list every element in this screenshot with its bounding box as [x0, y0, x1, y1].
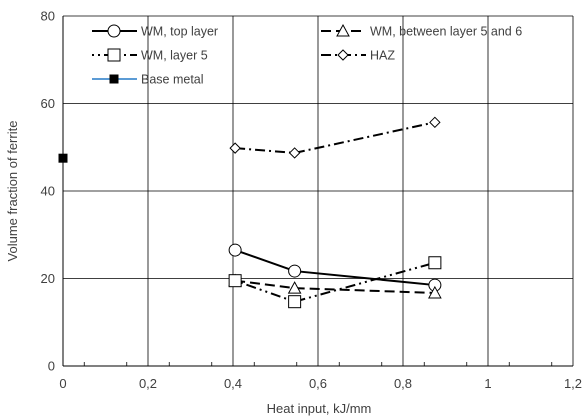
square-marker [428, 256, 442, 270]
diamond-marker [429, 116, 441, 129]
legend: WM, top layer WM, between layer 5 and 6 WM… [92, 23, 522, 87]
series-2 [228, 256, 442, 309]
series-3 [229, 116, 441, 159]
x-tick-label: 0 [59, 376, 66, 391]
x-tick-label: 0,4 [224, 376, 242, 391]
axes [62, 16, 573, 367]
series-group [58, 116, 442, 309]
series-4 [58, 153, 68, 163]
legend-label: WM, between layer 5 and 6 [370, 25, 522, 39]
y-axis-label: Volume fraction of ferrite [5, 121, 20, 262]
circle-marker [228, 243, 242, 257]
x-tick-label: 0,8 [394, 376, 412, 391]
square-marker [288, 295, 302, 309]
legend-label: Base metal [141, 73, 204, 87]
legend-item-1: WM, between layer 5 and 6 [321, 23, 522, 39]
y-tick-label: 60 [41, 96, 55, 111]
filled-square-marker [58, 153, 68, 163]
legend-item-4: Base metal [92, 73, 204, 87]
series-line [234, 249, 435, 287]
legend-label: HAZ [370, 49, 395, 63]
y-tick-label: 80 [41, 9, 55, 24]
triangle-marker [428, 285, 442, 299]
grid [63, 15, 574, 366]
x-tick-label: 0,2 [139, 376, 157, 391]
series-line [235, 121, 436, 154]
square-marker [107, 48, 121, 62]
tick-labels: 0 0,2 0,4 0,6 0,8 1 1,2 0 20 40 60 80 [41, 9, 582, 392]
y-tick-label: 20 [41, 271, 55, 286]
legend-label: WM, top layer [141, 25, 218, 39]
triangle-marker [336, 23, 350, 37]
square-marker [228, 274, 242, 288]
filled-square-marker [109, 74, 119, 84]
x-tick-label: 0,6 [309, 376, 327, 391]
diamond-marker [229, 142, 241, 154]
triangle-marker [287, 281, 302, 294]
x-axis-label: Heat input, kJ/mm [267, 401, 372, 416]
diamond-marker [337, 49, 349, 61]
x-tick-label: 1,2 [564, 376, 582, 391]
legend-item-2: WM, layer 5 [92, 48, 208, 63]
y-tick-label: 0 [48, 359, 55, 374]
series-line [235, 279, 435, 294]
diamond-marker [288, 147, 301, 159]
circle-marker [288, 264, 302, 278]
y-tick-label: 40 [41, 184, 55, 199]
legend-label: WM, layer 5 [141, 49, 208, 63]
legend-item-0: WM, top layer [92, 24, 218, 39]
series-0 [228, 243, 442, 292]
legend-item-3: HAZ [321, 49, 395, 63]
x-tick-label: 1 [484, 376, 491, 391]
series-line [234, 261, 436, 303]
circle-marker [107, 24, 121, 38]
